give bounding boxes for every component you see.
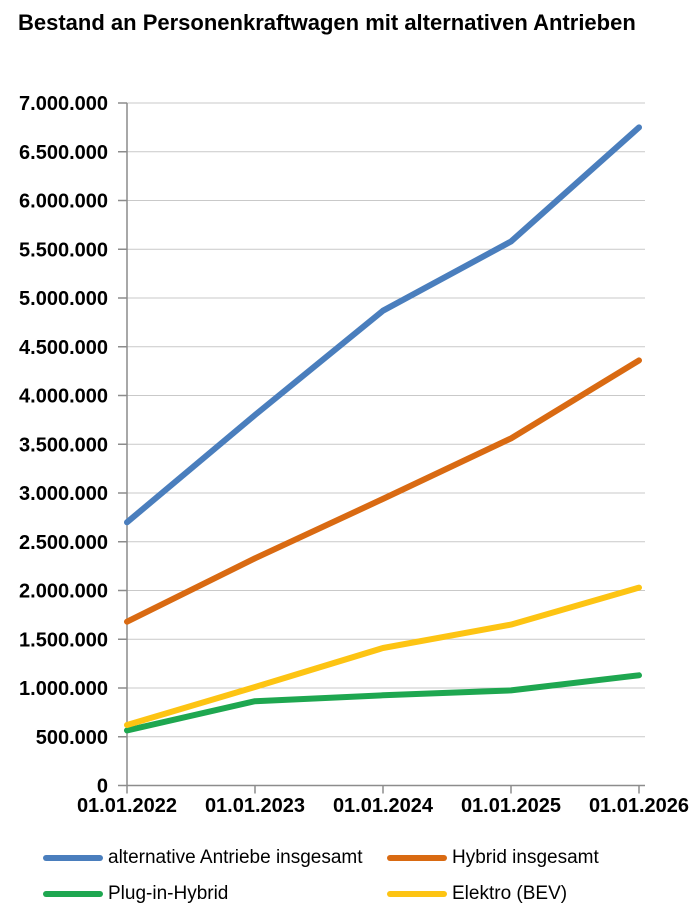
legend-item-alternative-antriebe: alternative Antriebe insgesamt — [43, 846, 363, 870]
x-tick-label: 01.01.2023 — [205, 795, 305, 817]
chart-title: Bestand an Personenkraftwagen mit altern… — [18, 10, 636, 35]
legend-label-hybrid-insgesamt: Hybrid insgesamt — [452, 847, 599, 868]
legend-item-plug-in-hybrid: Plug-in-Hybrid — [43, 882, 228, 906]
legend-label-alternative-antriebe: alternative Antriebe insgesamt — [108, 847, 363, 868]
legend-swatch-elektro-bev — [387, 891, 447, 897]
data-line-plug-in-hybrid — [124, 672, 642, 734]
data-line-hybrid-insgesamt — [124, 357, 642, 625]
legend-swatch-hybrid-insgesamt — [387, 855, 447, 861]
y-tick-label: 6.500.000 — [19, 142, 108, 164]
legend-label-plug-in-hybrid: Plug-in-Hybrid — [108, 883, 229, 904]
data-line-alternative-antriebe-insgesamt — [124, 124, 642, 526]
legend-item-hybrid-insgesamt: Hybrid insgesamt — [387, 846, 599, 870]
legend-item-elektro-bev: Elektro (BEV) — [387, 882, 567, 906]
y-tick-label: 3.500.000 — [19, 434, 108, 456]
y-tick-label: 4.500.000 — [19, 337, 108, 359]
y-tick-label: 1.500.000 — [19, 629, 108, 651]
x-tick-label: 01.01.2022 — [77, 795, 177, 817]
legend-label-elektro-bev: Elektro (BEV) — [452, 883, 568, 904]
y-tick-label: 1.000.000 — [19, 678, 108, 700]
y-tick-label: 0 — [97, 776, 108, 798]
y-tick-label: 5.000.000 — [19, 288, 108, 310]
y-tick-label: 2.000.000 — [19, 581, 108, 603]
legend-swatch-plug-in-hybrid — [43, 891, 103, 897]
y-tick-label: 500.000 — [36, 727, 108, 749]
y-tick-label: 4.000.000 — [19, 386, 108, 408]
data-line-elektro-bev- — [124, 584, 642, 728]
x-tick-label: 01.01.2025 — [461, 795, 561, 817]
x-tick-label: 01.01.2026 — [589, 795, 689, 817]
y-tick-label: 5.500.000 — [19, 239, 108, 261]
y-tick-label: 2.500.000 — [19, 532, 108, 554]
legend-swatch-alternative-antriebe — [43, 855, 103, 861]
y-tick-label: 7.000.000 — [19, 93, 108, 115]
y-tick-label: 3.000.000 — [19, 483, 108, 505]
y-tick-label: 6.000.000 — [19, 191, 108, 213]
x-tick-label: 01.01.2024 — [333, 795, 434, 817]
